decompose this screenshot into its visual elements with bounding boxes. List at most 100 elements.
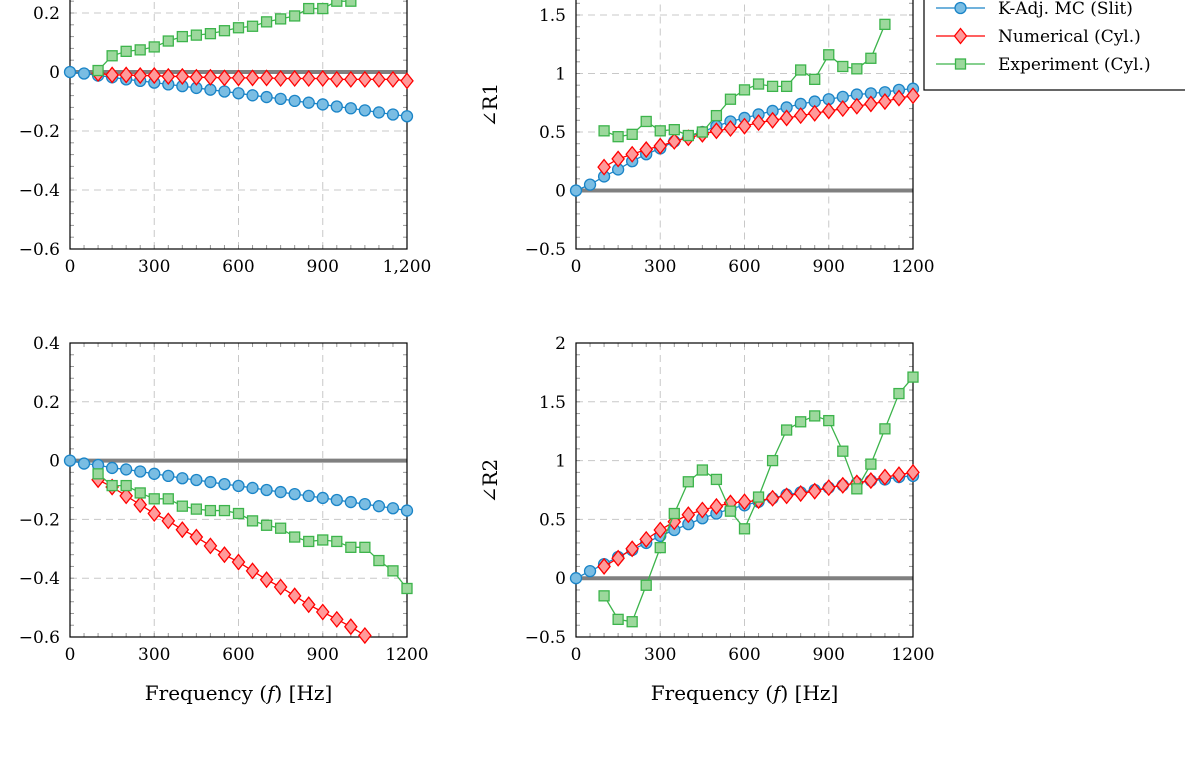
data-point bbox=[302, 96, 315, 109]
data-point bbox=[893, 387, 905, 400]
data-point bbox=[203, 68, 218, 86]
data-point bbox=[710, 109, 723, 122]
data-point bbox=[639, 141, 654, 159]
data-point bbox=[765, 489, 780, 507]
data-point bbox=[120, 463, 133, 476]
data-point bbox=[709, 122, 724, 140]
y-tick-label: −0.6 bbox=[19, 240, 60, 260]
data-point bbox=[105, 461, 119, 475]
data-point bbox=[260, 519, 273, 531]
data-point bbox=[372, 106, 386, 119]
data-point bbox=[317, 2, 329, 15]
data-point bbox=[246, 515, 259, 527]
data-point bbox=[851, 483, 863, 495]
data-point bbox=[245, 69, 260, 87]
x-tick-label: 300 bbox=[138, 257, 170, 277]
plot-frame bbox=[69, 342, 408, 638]
data-point bbox=[682, 129, 694, 142]
data-point bbox=[315, 603, 330, 621]
panel-top-right: 0 300 600 900 1200−0.500.511.5 bbox=[525, 0, 935, 277]
legend-marker-diamond-icon bbox=[953, 27, 968, 45]
data-point bbox=[401, 582, 413, 595]
legend-label: Experiment (Cyl.) bbox=[998, 55, 1151, 75]
data-point bbox=[696, 126, 709, 138]
data-point bbox=[766, 454, 779, 467]
data-point bbox=[274, 92, 287, 105]
data-point bbox=[175, 521, 190, 539]
x-tick-label: 900 bbox=[307, 645, 339, 665]
data-point bbox=[809, 410, 821, 422]
data-point bbox=[176, 472, 189, 485]
data-point bbox=[598, 125, 610, 137]
data-point bbox=[780, 80, 793, 93]
data-point bbox=[344, 102, 357, 115]
data-point bbox=[766, 80, 779, 93]
x-tick-label: 600 bbox=[728, 257, 760, 277]
data-point bbox=[246, 481, 259, 495]
data-point bbox=[795, 416, 807, 428]
data-point bbox=[246, 20, 259, 32]
data-point bbox=[77, 67, 91, 80]
data-point bbox=[330, 493, 343, 507]
series-3 bbox=[92, 0, 357, 77]
data-point bbox=[372, 70, 386, 88]
data-point bbox=[864, 472, 878, 490]
data-point bbox=[611, 549, 625, 567]
data-point bbox=[358, 497, 372, 511]
data-point bbox=[345, 541, 357, 553]
data-point bbox=[751, 114, 766, 132]
data-point bbox=[303, 535, 315, 548]
y-tick-label: 0.2 bbox=[33, 4, 60, 24]
data-point bbox=[190, 473, 203, 487]
data-point bbox=[63, 65, 77, 79]
data-point bbox=[907, 371, 919, 383]
data-point bbox=[654, 541, 666, 554]
data-point bbox=[134, 44, 146, 56]
data-point bbox=[232, 479, 245, 493]
data-point bbox=[400, 72, 414, 90]
data-point bbox=[274, 485, 287, 499]
data-point bbox=[823, 49, 835, 61]
data-point bbox=[232, 22, 245, 34]
data-point bbox=[597, 158, 611, 176]
data-point bbox=[823, 414, 835, 427]
data-point bbox=[654, 125, 666, 137]
data-point bbox=[386, 70, 400, 88]
data-point bbox=[358, 70, 372, 88]
series-2 bbox=[597, 463, 920, 575]
data-point bbox=[583, 178, 597, 191]
data-point bbox=[148, 41, 160, 53]
data-point bbox=[344, 495, 357, 509]
data-point bbox=[879, 18, 891, 31]
data-point bbox=[793, 484, 808, 503]
data-point bbox=[611, 150, 625, 168]
data-point bbox=[569, 572, 583, 585]
x-tick-label: 900 bbox=[813, 257, 845, 277]
x-tick-label: 600 bbox=[222, 257, 254, 277]
data-point bbox=[682, 476, 694, 488]
data-point bbox=[878, 93, 892, 111]
data-point bbox=[752, 78, 765, 90]
data-point bbox=[316, 98, 329, 111]
y-tick-label: −0.4 bbox=[19, 569, 60, 589]
data-point bbox=[779, 109, 794, 127]
data-point bbox=[119, 487, 133, 505]
legend-box bbox=[923, 0, 1185, 91]
data-point bbox=[289, 531, 301, 543]
legend: K-Adj. MC (Slit) Numerical (Cyl.) Experime… bbox=[923, 0, 1185, 91]
data-point bbox=[162, 469, 175, 483]
data-point bbox=[134, 465, 147, 478]
data-point bbox=[302, 489, 315, 503]
x-tick-label: 0 bbox=[571, 257, 582, 277]
data-point bbox=[162, 35, 174, 47]
x-tick-label: 300 bbox=[644, 257, 676, 277]
data-point bbox=[809, 73, 821, 85]
data-point bbox=[175, 67, 190, 85]
data-point bbox=[597, 557, 611, 575]
plot-frame bbox=[575, 342, 914, 638]
data-point bbox=[203, 537, 218, 555]
data-point bbox=[724, 93, 737, 105]
series-1 bbox=[63, 65, 414, 123]
data-point bbox=[737, 117, 752, 135]
series-3 bbox=[92, 468, 413, 595]
